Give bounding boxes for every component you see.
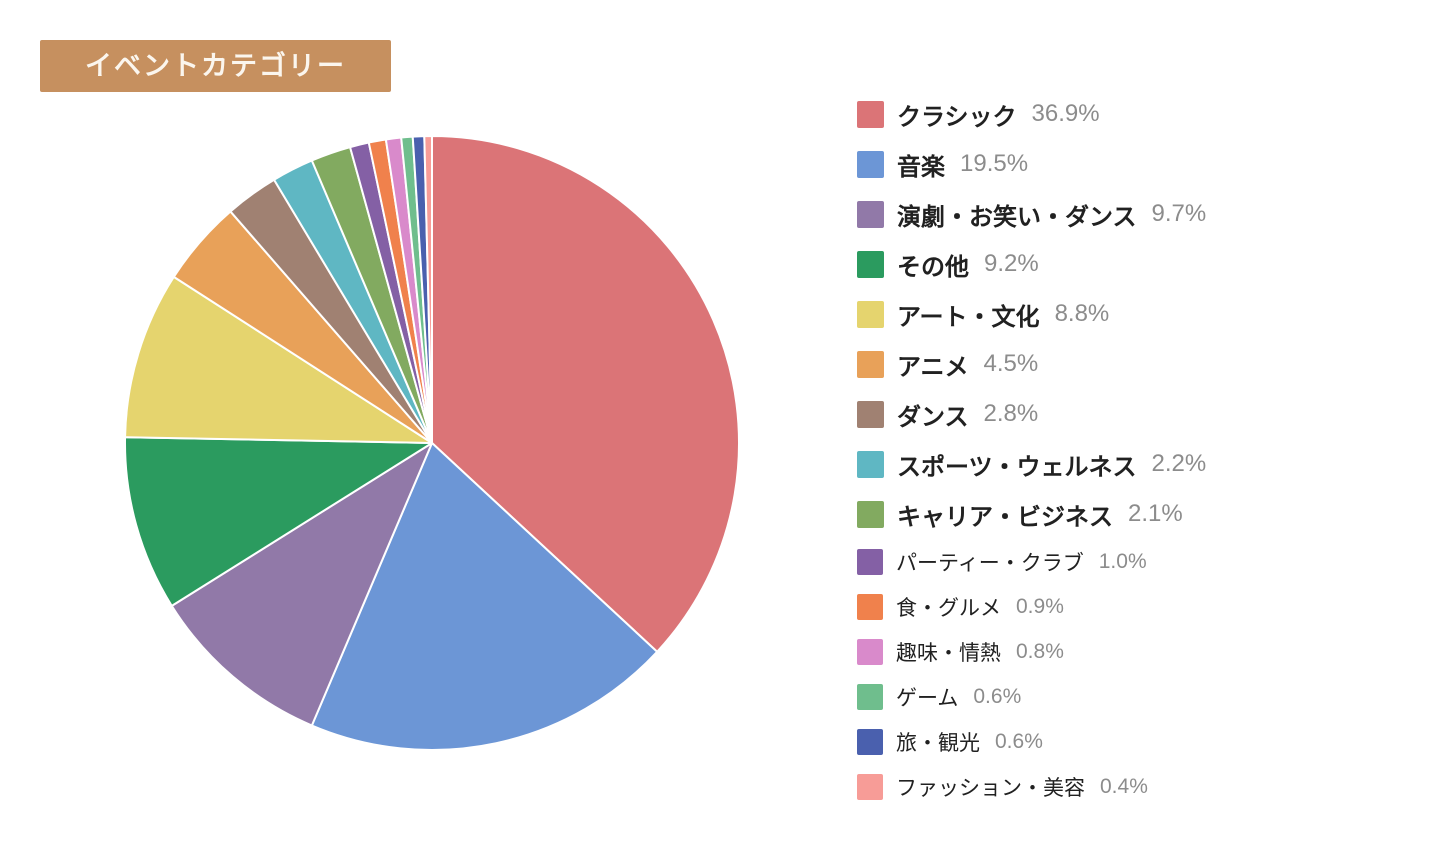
legend-item: パーティー・クラブ 1.0% <box>857 539 1206 584</box>
legend-percent: 9.2% <box>984 250 1039 277</box>
legend-swatch <box>857 300 884 328</box>
legend-swatch <box>857 500 884 528</box>
legend-percent: 2.8% <box>983 400 1039 427</box>
legend-item: ゲーム 0.6% <box>857 674 1206 719</box>
legend-percent: 19.5% <box>960 150 1029 177</box>
legend-swatch <box>857 100 884 128</box>
legend-item: その他 9.2% <box>857 239 1206 289</box>
legend-percent: 1.0% <box>1098 549 1147 573</box>
legend-item: 旅・観光 0.6% <box>857 719 1206 764</box>
legend-item: ダンス 2.8% <box>857 389 1206 439</box>
legend-percent: 8.8% <box>1054 300 1110 327</box>
pie-slice <box>310 442 659 751</box>
legend-swatch <box>857 350 884 378</box>
legend-item: ファッション・美容 0.4% <box>857 764 1206 809</box>
legend-swatch <box>857 773 883 800</box>
legend-percent: 36.9% <box>1031 100 1100 127</box>
legend-item: クラシック 36.9% <box>857 89 1206 139</box>
pie-chart <box>124 135 740 751</box>
legend-swatch <box>857 548 883 575</box>
legend-label: 旅・観光 <box>896 731 980 755</box>
legend-percent: 4.5% <box>983 350 1039 377</box>
legend-label: クラシック <box>897 103 1017 131</box>
legend-item: 趣味・情熱 0.8% <box>857 629 1206 674</box>
legend-item: アート・文化 8.8% <box>857 289 1206 339</box>
legend-percent: 2.1% <box>1128 500 1183 527</box>
chart-title-badge: イベントカテゴリー <box>40 40 391 92</box>
legend-item: 演劇・お笑い・ダンス 9.7% <box>857 189 1206 239</box>
legend-item: キャリア・ビジネス 2.1% <box>857 489 1206 539</box>
legend-swatch <box>857 450 884 478</box>
legend-percent: 9.7% <box>1151 200 1207 227</box>
legend-label: ゲーム <box>896 686 959 710</box>
legend-label: その他 <box>897 253 969 281</box>
legend-swatch <box>857 400 884 428</box>
legend-label: ファッション・美容 <box>896 776 1085 800</box>
pie-slice <box>124 436 433 607</box>
legend-swatch <box>857 683 883 710</box>
legend-percent: 0.4% <box>1100 774 1148 798</box>
legend-percent: 0.6% <box>973 684 1022 708</box>
legend-swatch <box>857 250 884 278</box>
legend-label: 演劇・お笑い・ダンス <box>897 203 1137 231</box>
legend-label: アート・文化 <box>897 303 1040 331</box>
legend-percent: 0.9% <box>1016 594 1064 618</box>
legend-swatch <box>857 150 884 178</box>
pie-slice <box>423 135 433 444</box>
legend-percent: 2.2% <box>1151 450 1207 477</box>
legend-label: キャリア・ビジネス <box>897 503 1113 531</box>
pie-slice <box>124 275 433 444</box>
legend-item: アニメ 4.5% <box>857 339 1206 389</box>
legend-item: 音楽 19.5% <box>857 139 1206 189</box>
legend-label: スポーツ・ウェルネス <box>897 453 1137 481</box>
legend-item: 食・グルメ 0.9% <box>857 584 1206 629</box>
legend-percent: 0.6% <box>995 729 1043 753</box>
chart-legend: クラシック 36.9% 音楽 19.5% 演劇・お笑い・ダンス 9.7% その他 9.2% アー… <box>857 89 1206 809</box>
legend-label: ダンス <box>897 403 969 431</box>
legend-swatch <box>857 728 883 755</box>
pie-chart-area <box>72 83 792 803</box>
pie-slice <box>170 442 433 727</box>
legend-swatch <box>857 638 883 665</box>
legend-label: 趣味・情熱 <box>896 641 1001 665</box>
legend-label: パーティー・クラブ <box>896 551 1084 575</box>
legend-item: スポーツ・ウェルネス 2.2% <box>857 439 1206 489</box>
legend-percent: 0.8% <box>1016 639 1064 663</box>
pie-slice <box>431 135 740 653</box>
legend-label: 食・グルメ <box>896 596 1001 620</box>
legend-swatch <box>857 593 883 620</box>
legend-label: 音楽 <box>897 153 945 181</box>
legend-label: アニメ <box>897 353 969 381</box>
legend-swatch <box>857 200 884 228</box>
